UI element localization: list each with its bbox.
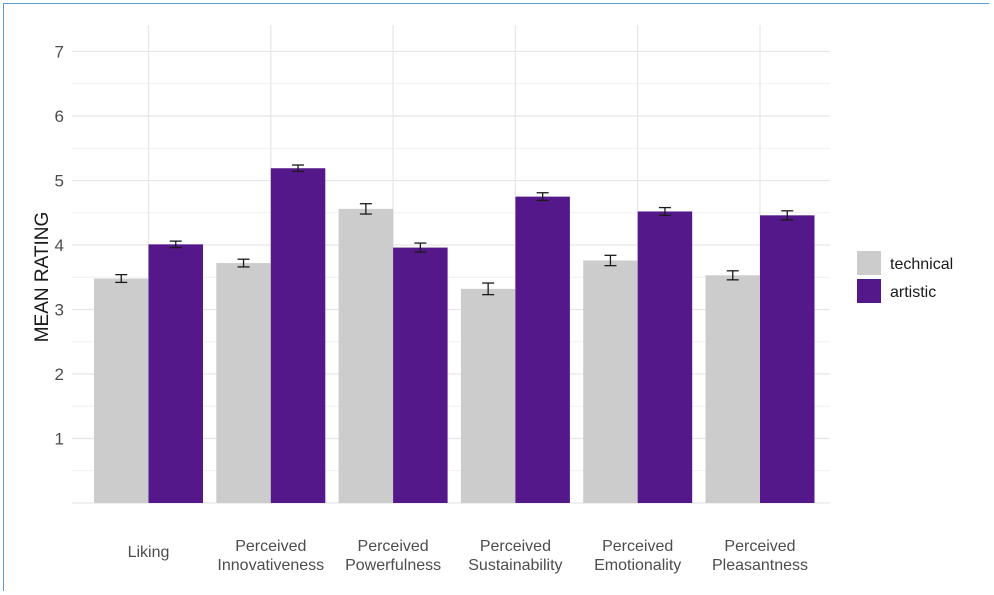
bar-technical-2 xyxy=(338,208,394,503)
x-tick-label: Pleasantness xyxy=(712,557,808,574)
x-tick-label: Emotionality xyxy=(594,557,681,574)
legend-label-artistic: artistic xyxy=(890,284,936,301)
bar-technical-0 xyxy=(94,278,149,503)
x-tick-label: Perceived xyxy=(724,538,795,555)
bar-artistic-5 xyxy=(760,215,815,503)
x-tick-label: Perceived xyxy=(358,538,429,555)
y-tick-label: 6 xyxy=(55,107,64,126)
legend-key-artistic xyxy=(857,279,881,303)
bar-artistic-3 xyxy=(515,196,570,503)
bar-artistic-1 xyxy=(270,168,326,503)
y-tick-label: 5 xyxy=(55,172,64,191)
bar-technical-3 xyxy=(460,288,516,503)
y-tick-label: 7 xyxy=(55,43,64,62)
x-tick-label: Perceived xyxy=(602,538,673,555)
x-tick-label: Sustainability xyxy=(468,557,562,574)
y-tick-label: 3 xyxy=(55,301,64,320)
figure-frame xyxy=(3,3,989,591)
x-tick-label: Liking xyxy=(128,544,170,561)
y-axis-title: MEAN RATING xyxy=(32,212,53,343)
x-tick-label: Perceived xyxy=(480,538,551,555)
y-tick-label: 1 xyxy=(55,430,64,449)
x-tick-label: Powerfulness xyxy=(345,557,441,574)
bar-artistic-4 xyxy=(637,211,693,503)
legend-label-technical: technical xyxy=(890,256,953,273)
x-tick-label: Perceived xyxy=(235,538,306,555)
bar-technical-5 xyxy=(705,275,760,503)
bar-technical-1 xyxy=(216,263,271,503)
y-tick-label: 4 xyxy=(55,236,64,255)
bar-artistic-0 xyxy=(148,244,203,504)
legend-key-technical xyxy=(857,251,881,275)
bar-technical-4 xyxy=(583,260,638,503)
x-tick-label: Innovativeness xyxy=(217,557,324,574)
bar-artistic-2 xyxy=(393,247,448,503)
y-tick-label: 2 xyxy=(55,365,64,384)
